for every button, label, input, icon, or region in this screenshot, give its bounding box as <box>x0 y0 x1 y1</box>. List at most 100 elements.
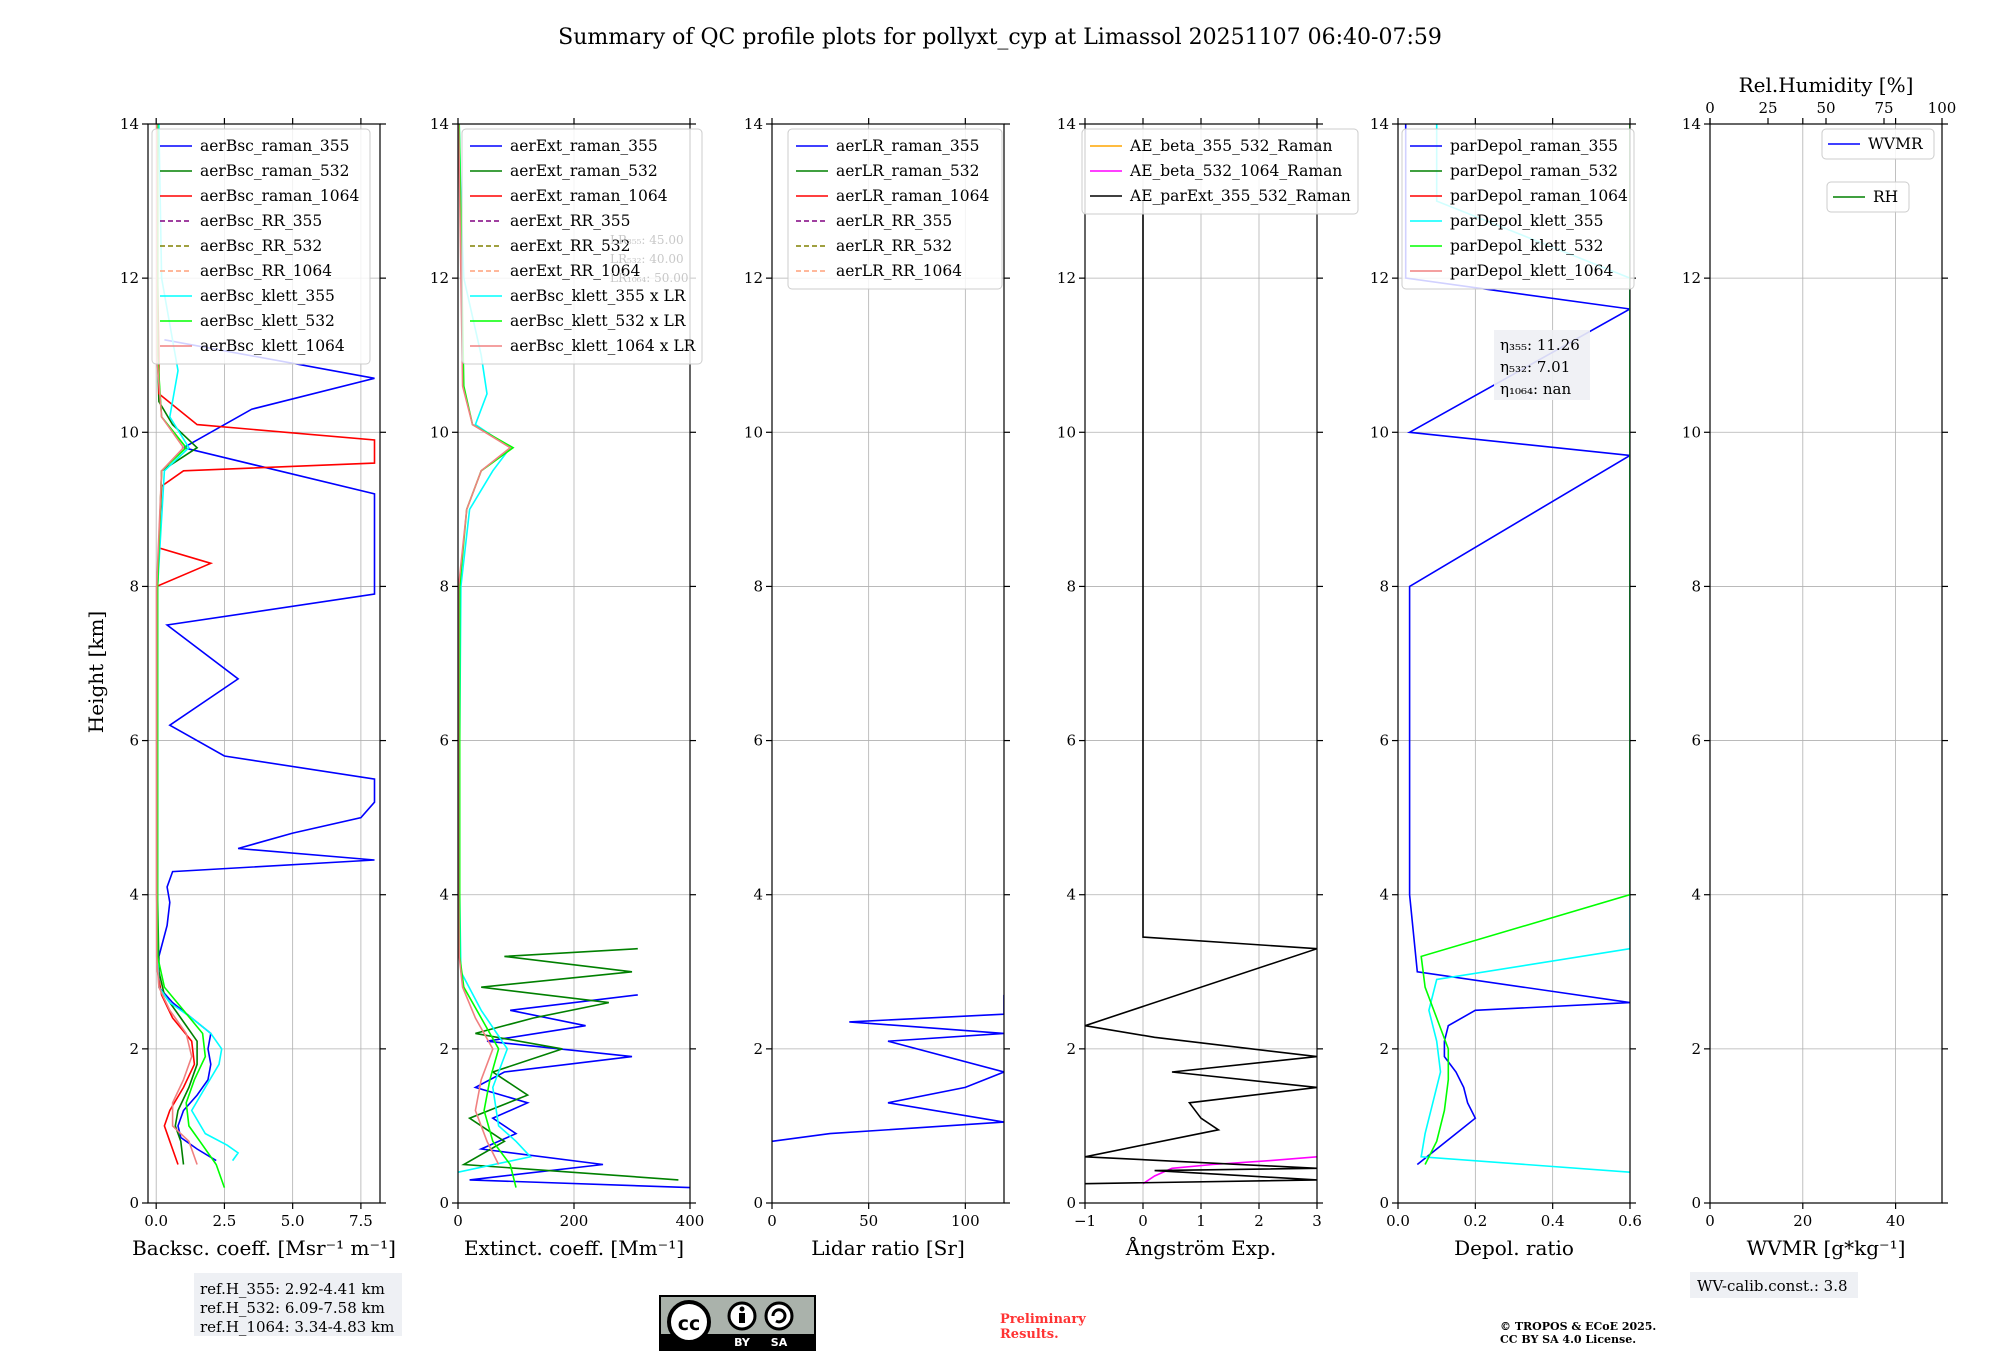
y-tick-label: 14 <box>744 115 763 133</box>
y-tick-label: 2 <box>439 1040 449 1058</box>
x-tick-label: 400 <box>676 1212 705 1230</box>
legend-label: aerBsc_raman_355 <box>200 137 350 155</box>
y-tick-label: 2 <box>1379 1040 1389 1058</box>
y-tick-label: 8 <box>439 577 449 595</box>
x-tick-label: 7.5 <box>349 1212 373 1230</box>
x-tick-label: 2 <box>1254 1212 1264 1230</box>
series-aerBsc_klett_1064 <box>155 124 198 1165</box>
panel-2: 0 200 400 0 2 4 6 8 10 12 14 Extinct. coeff. [Mm⁻¹]… <box>430 115 704 1260</box>
share-alike-arrow <box>771 1308 787 1324</box>
panel-5: 0.0 0.2 0.4 0.6 0 2 4 6 8 10 12 14 Depol. ratio parDe… <box>1370 115 1642 1260</box>
y-tick-label: 4 <box>129 886 139 904</box>
legend-label: aerBsc_raman_532 <box>200 162 350 180</box>
x-axis-label: Backsc. coeff. [Msr⁻¹ m⁻¹] <box>132 1236 396 1260</box>
x-tick-label: 2.5 <box>212 1212 236 1230</box>
wv-calibration-box: WV-calib.const.: 3.8 <box>1690 1272 1858 1298</box>
y-tick-label: 0 <box>1379 1194 1389 1212</box>
series-AE_parExt_355_532_Raman <box>1085 201 1317 1185</box>
eta-value: η₅₃₂: 7.01 <box>1500 358 1570 376</box>
series-aerExt_raman_355 <box>469 994 690 1189</box>
legend-label: aerExt_RR_1064 <box>510 262 641 280</box>
legend-label: parDepol_klett_1064 <box>1450 262 1613 280</box>
top-x-tick-label: 25 <box>1758 99 1777 117</box>
legend-label: aerExt_raman_532 <box>510 162 658 180</box>
cc-sa-label: SA <box>771 1336 788 1349</box>
legend-label: AE_parExt_355_532_Raman <box>1129 187 1351 205</box>
eta-box-background <box>1494 330 1590 400</box>
x-tick-label: 20 <box>1793 1212 1812 1230</box>
y-tick-label: 8 <box>1066 577 1076 595</box>
top-x-tick-label: 50 <box>1816 99 1835 117</box>
legend-label: aerExt_RR_532 <box>510 237 631 255</box>
x-axis-label: Ångström Exp. <box>1125 1235 1276 1260</box>
y-tick-label: 14 <box>120 115 139 133</box>
ref-h-1064: ref.H_1064: 3.34-4.83 km <box>200 1318 394 1336</box>
wv-calibration-background <box>1690 1272 1858 1298</box>
x-tick-label: 0.0 <box>144 1212 168 1230</box>
wv-calibration-text: WV-calib.const.: 3.8 <box>1697 1277 1848 1295</box>
y-tick-label: 14 <box>1370 115 1389 133</box>
axes-frame <box>1709 123 1943 1204</box>
legend-label: parDepol_klett_532 <box>1450 237 1603 255</box>
y-tick-label: 6 <box>129 732 139 750</box>
y-tick-label: 14 <box>430 115 449 133</box>
y-tick-label: 10 <box>120 423 139 441</box>
y-tick-label: 10 <box>1057 423 1076 441</box>
reference-heights-background <box>194 1273 402 1336</box>
eta-value: η₃₅₅: 11.26 <box>1500 336 1580 354</box>
share-alike-icon <box>764 1301 794 1331</box>
legend-label: parDepol_raman_1064 <box>1450 187 1628 205</box>
legend-box <box>787 128 1003 290</box>
series-aerBsc_raman_355 <box>158 339 376 1162</box>
legend-label: aerBsc_RR_355 <box>200 212 322 230</box>
legend-box <box>151 128 371 365</box>
x-tick-label: 3 <box>1312 1212 1322 1230</box>
y-tick-label: 2 <box>129 1040 139 1058</box>
attribution-body <box>739 1313 745 1323</box>
y-tick-label: 10 <box>1370 423 1389 441</box>
series-aerBsc_klett_1064 x LR <box>458 124 512 1165</box>
lidar-ratio-note: LR₅₃₂: 40.00 <box>610 252 684 266</box>
legend-box <box>1401 128 1635 290</box>
x-axis-label: WVMR [g*kg⁻¹] <box>1747 1236 1906 1260</box>
y-tick-label: 2 <box>753 1040 763 1058</box>
series-aerLR_raman_355 <box>772 994 1004 1143</box>
y-tick-label: 6 <box>1691 732 1701 750</box>
y-tick-label: 0 <box>439 1194 449 1212</box>
top-x-tick-label: 0 <box>1705 99 1715 117</box>
legend-label: aerLR_RR_355 <box>836 212 952 230</box>
y-tick-label: 0 <box>1691 1194 1701 1212</box>
ref-h-355: ref.H_355: 2.92-4.41 km <box>200 1280 385 1298</box>
y-tick-label: 0 <box>753 1194 763 1212</box>
cc-logo-text: cc <box>678 1313 701 1335</box>
y-tick-label: 8 <box>129 577 139 595</box>
x-tick-label: 0 <box>1705 1212 1715 1230</box>
copyright-line2: CC BY SA 4.0 License. <box>1500 1333 1636 1346</box>
top-x-tick-label: 100 <box>1928 99 1957 117</box>
x-tick-label: 5.0 <box>281 1212 305 1230</box>
y-tick-label: 6 <box>1066 732 1076 750</box>
legend-label: aerBsc_klett_532 x LR <box>510 312 687 330</box>
x-tick-label: 1 <box>1196 1212 1206 1230</box>
legend-label: aerExt_RR_355 <box>510 212 631 230</box>
legend-label: aerBsc_klett_532 <box>200 312 335 330</box>
legend-label: aerBsc_RR_532 <box>200 237 322 255</box>
legend-label: WVMR <box>1868 135 1924 153</box>
x-tick-label: 0 <box>767 1212 777 1230</box>
y-tick-label: 14 <box>1057 115 1076 133</box>
x-axis-label: Extinct. coeff. [Mm⁻¹] <box>464 1236 684 1260</box>
y-tick-label: 12 <box>1057 269 1076 287</box>
legend-box <box>1821 128 1935 160</box>
cc-logo-icon <box>667 1300 711 1344</box>
y-tick-label: 4 <box>439 886 449 904</box>
series-aerBsc_klett_355 <box>156 124 240 1162</box>
axes-frame <box>1397 123 1631 1204</box>
legend-label: parDepol_raman_532 <box>1450 162 1618 180</box>
y-tick-label: 2 <box>1691 1040 1701 1058</box>
series-aerBsc_klett_532 <box>156 124 226 1188</box>
x-tick-label: 0.4 <box>1541 1212 1565 1230</box>
x-tick-label: 0.6 <box>1618 1212 1642 1230</box>
axes-frame <box>147 123 381 1204</box>
